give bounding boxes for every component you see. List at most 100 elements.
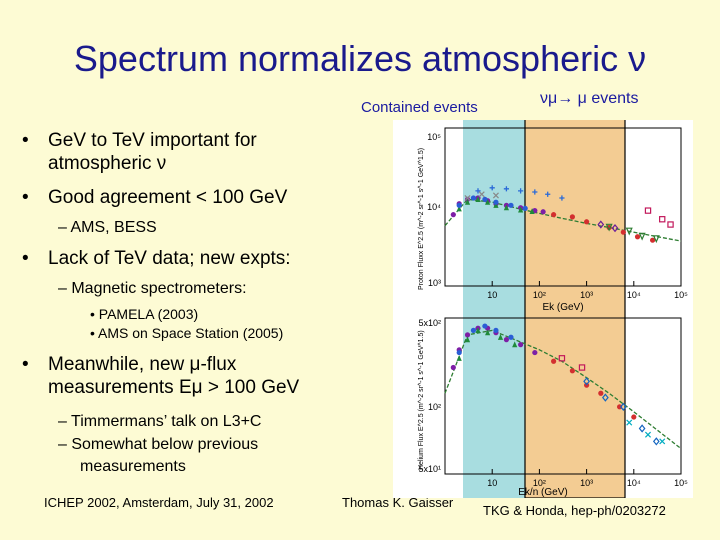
helium-marker-runjob bbox=[583, 377, 590, 386]
proton-marker-ams bbox=[518, 206, 524, 213]
proton-marker-jacee bbox=[584, 219, 590, 225]
proton-marker-sokol bbox=[644, 207, 652, 214]
helium-x-tick-label: 10² bbox=[533, 478, 546, 488]
helium-y-tick-label: 5x10² bbox=[418, 318, 441, 328]
helium-marker-ams bbox=[464, 336, 471, 343]
proton-marker-ryan bbox=[518, 188, 524, 194]
helium-marker-jacee bbox=[598, 390, 604, 396]
proton-x-tick-label: 10⁵ bbox=[674, 290, 688, 300]
helium-marker-caprice bbox=[456, 349, 462, 356]
proton-panel-frame bbox=[444, 127, 682, 287]
helium-marker-ams bbox=[497, 334, 504, 340]
helium-marker-caprice bbox=[482, 323, 488, 329]
proton-marker-jacee bbox=[551, 212, 557, 218]
helium-marker-jacee bbox=[551, 358, 557, 364]
slide-title: Spectrum normalizes atmospheric ν bbox=[73, 38, 647, 79]
helium-marker-bess bbox=[503, 337, 510, 343]
proton-marker-caprice bbox=[456, 202, 462, 208]
proton-marker-ryan bbox=[503, 186, 510, 192]
proton-marker-runjob bbox=[638, 232, 646, 241]
proton-marker-ryan bbox=[559, 195, 565, 201]
proton-marker-ryan bbox=[532, 189, 538, 195]
helium-marker-caprice bbox=[493, 327, 499, 333]
contained-events-label: Contained events bbox=[361, 99, 478, 116]
proton-x-tick-label: 10⁴ bbox=[627, 290, 641, 300]
proton-y-tick-label: 10⁵ bbox=[427, 132, 441, 142]
proton-y-axis-label: Proton Fluxx E^2.5 (m^-2 sr^-1 s^-1 GeV^… bbox=[418, 148, 425, 290]
sub-somewhat-below: – Somewhat below previous bbox=[58, 436, 259, 453]
helium-x-tick-label: 10⁴ bbox=[627, 478, 641, 488]
helium-marker-grigorov bbox=[626, 419, 633, 426]
proton-marker-jacee bbox=[620, 229, 626, 235]
proton-marker-sokol bbox=[659, 216, 666, 223]
numu-events-band bbox=[525, 120, 625, 498]
proton-marker-jacee bbox=[634, 234, 641, 240]
helium-panel-frame bbox=[444, 317, 682, 475]
sub-item-ams-station: • AMS on Space Station (2005) bbox=[90, 325, 284, 341]
proton-marker-ams bbox=[485, 199, 491, 205]
proton-marker-ams bbox=[464, 199, 471, 205]
helium-marker-runjob bbox=[602, 393, 609, 402]
flux-spectra-figure: 10 10² 10³ 10⁴ 10⁵ Ek (GeV) 10⁵ 10⁴ 10³ … bbox=[393, 120, 693, 498]
proton-marker-bess bbox=[450, 212, 456, 218]
helium-marker-jacee bbox=[616, 404, 623, 410]
proton-marker-ams bbox=[493, 202, 499, 208]
proton-marker-ams bbox=[475, 196, 481, 202]
proton-marker-webber bbox=[464, 194, 471, 202]
numu-events-label: νμ→ μ events bbox=[540, 90, 639, 107]
helium-marker-jacee bbox=[569, 368, 575, 374]
sub-magnetic-spectrometers: – Magnetic spectrometers: bbox=[58, 280, 247, 297]
proton-x-tick-label: 10 bbox=[487, 290, 497, 300]
proton-marker-runjob bbox=[625, 227, 633, 236]
sub-item-pamela: • PAMELA (2003) bbox=[90, 306, 199, 322]
proton-marker-runjob bbox=[652, 235, 660, 244]
proton-marker-jacee bbox=[649, 237, 656, 243]
contained-events-band bbox=[463, 120, 525, 498]
proton-marker-ryan bbox=[489, 185, 495, 191]
helium-marker-runjob bbox=[638, 424, 646, 433]
helium-marker-runjob bbox=[652, 437, 660, 446]
sub-timmermans: – Timmermans’ talk on L3+C bbox=[58, 413, 262, 430]
proton-x-tick-label: 10² bbox=[533, 290, 546, 300]
proton-marker-caprice bbox=[470, 195, 477, 201]
proton-x-axis-label: Ek (GeV) bbox=[542, 302, 583, 313]
helium-marker-ams bbox=[456, 355, 462, 361]
sub-ams-bess: – AMS, BESS bbox=[58, 219, 157, 236]
helium-x-axis-label: Ek/n (GeV) bbox=[518, 487, 567, 498]
proton-marker-ryan bbox=[545, 191, 551, 197]
proton-marker-caprice bbox=[482, 196, 488, 202]
proton-y-tick-label: 10³ bbox=[428, 278, 441, 288]
proton-marker-webber bbox=[492, 192, 499, 199]
helium-marker-grigorov bbox=[659, 438, 666, 445]
proton-marker-ams bbox=[503, 204, 510, 211]
proton-marker-webber bbox=[478, 191, 485, 198]
footer-conference: ICHEP 2002, Amsterdam, July 31, 2002 bbox=[44, 495, 274, 510]
helium-marker-grigorov bbox=[644, 431, 652, 438]
proton-marker-jacee bbox=[569, 214, 575, 220]
proton-marker-sokol bbox=[667, 221, 674, 228]
helium-marker-ams bbox=[475, 327, 481, 333]
helium-x-tick-label: 10⁵ bbox=[674, 478, 688, 488]
proton-marker-caprice bbox=[493, 199, 499, 205]
proton-marker-ryan bbox=[475, 188, 481, 194]
footer-author: Thomas K. Gaisser bbox=[342, 495, 454, 510]
proton-marker-bess bbox=[540, 209, 546, 215]
proton-y-tick-label: 10⁴ bbox=[427, 202, 441, 212]
helium-marker-bess bbox=[464, 332, 471, 338]
helium-marker-jacee bbox=[631, 414, 637, 420]
proton-marker-runjob bbox=[605, 223, 613, 232]
numu-band-outline bbox=[524, 120, 626, 498]
helium-x-tick-label: 10 bbox=[487, 478, 497, 488]
helium-marker-sokol bbox=[558, 355, 566, 362]
helium-y-tick-label: 5x10¹ bbox=[418, 464, 441, 474]
helium-marker-runjob bbox=[619, 402, 627, 411]
helium-marker-bess bbox=[450, 364, 456, 371]
helium-marker-sokol bbox=[578, 364, 586, 371]
proton-marker-caprice bbox=[508, 202, 514, 208]
helium-y-tick-label: 10² bbox=[428, 402, 441, 412]
proton-x-tick-label: 10³ bbox=[580, 290, 593, 300]
proton-marker-caprice bbox=[522, 205, 528, 212]
proton-marker-ams bbox=[529, 208, 535, 214]
helium-marker-caprice bbox=[508, 334, 514, 340]
helium-marker-ams bbox=[485, 329, 491, 336]
